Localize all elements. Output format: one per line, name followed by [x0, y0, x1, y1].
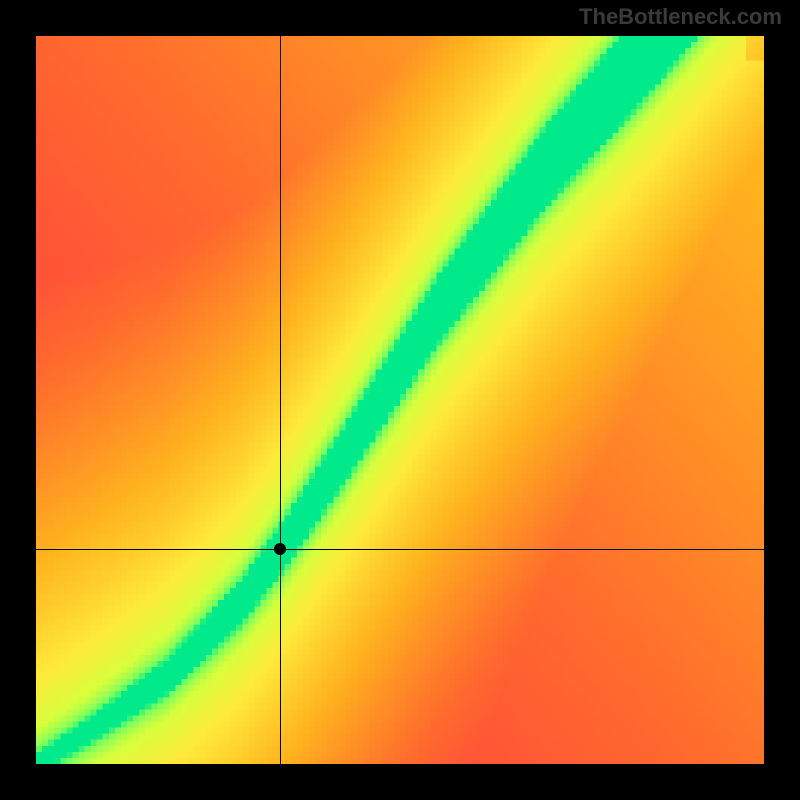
crosshair-vertical	[280, 36, 281, 764]
crosshair-horizontal	[36, 549, 764, 550]
watermark-text: TheBottleneck.com	[579, 4, 782, 30]
plot-area	[36, 36, 764, 764]
selected-point-marker	[274, 543, 286, 555]
bottleneck-heatmap	[36, 36, 764, 764]
